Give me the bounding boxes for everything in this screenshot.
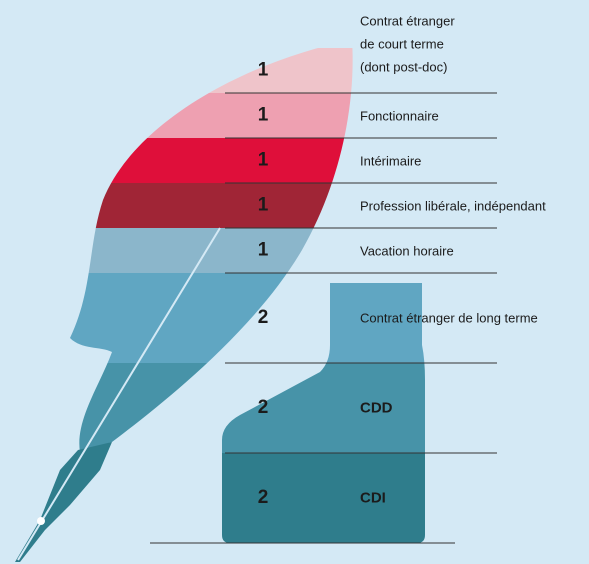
nib xyxy=(15,442,112,562)
category-label: Profession libérale, indépendant xyxy=(360,198,546,213)
segment xyxy=(70,228,425,273)
value-label: 2 xyxy=(258,307,269,328)
segment xyxy=(70,93,425,138)
segment xyxy=(70,138,425,183)
segment xyxy=(70,48,425,93)
category-label: CDI xyxy=(360,489,386,507)
value-label: 1 xyxy=(258,105,269,126)
segment xyxy=(70,363,425,453)
value-label: 1 xyxy=(258,195,269,216)
nib-hole xyxy=(37,517,45,525)
category-label: Vacation horaire xyxy=(360,243,454,258)
value-label: 1 xyxy=(258,240,269,261)
category-label: Contrat étranger de court terme (dont po… xyxy=(360,13,455,75)
value-label: 2 xyxy=(258,397,269,418)
category-label: Intérimaire xyxy=(360,153,422,168)
value-label: 1 xyxy=(258,60,269,81)
quill-shaft xyxy=(17,227,221,561)
category-label: CDD xyxy=(360,399,393,417)
value-label: 2 xyxy=(258,487,269,508)
category-label: Fonctionnaire xyxy=(360,108,439,123)
category-label: Contrat étranger de long terme xyxy=(360,310,538,326)
value-label: 1 xyxy=(258,150,269,171)
